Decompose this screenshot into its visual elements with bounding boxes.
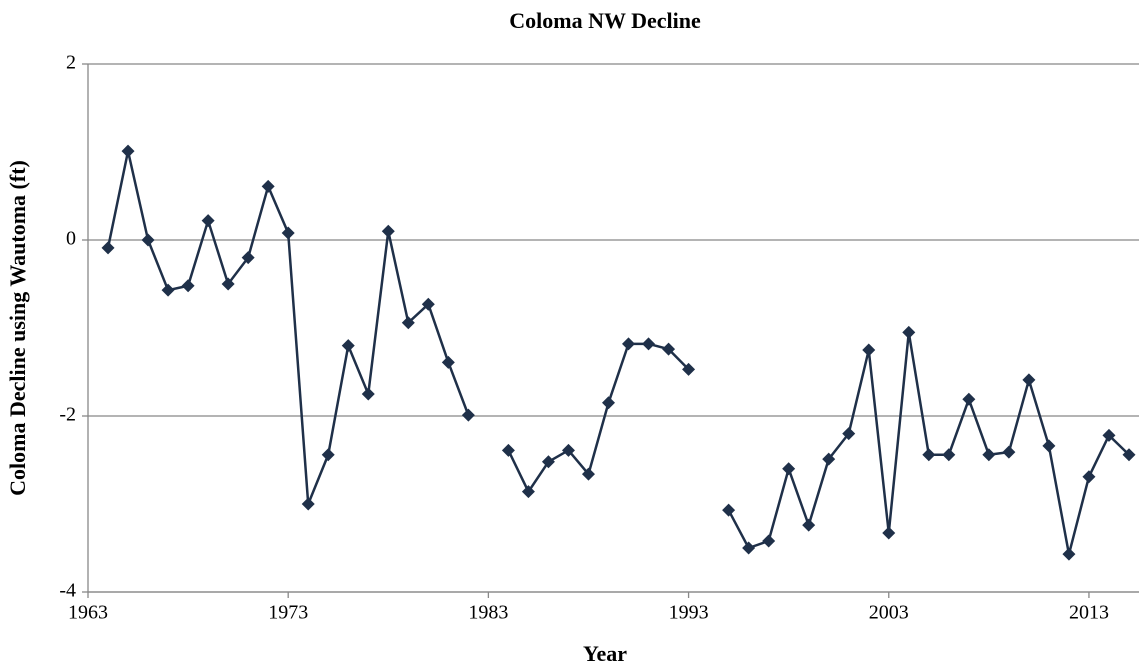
x-tick-label: 1993 — [669, 602, 709, 624]
marker — [762, 534, 776, 548]
x-tick-label: 1963 — [68, 602, 108, 624]
marker — [341, 339, 355, 353]
marker — [722, 503, 736, 517]
marker — [942, 448, 956, 462]
marker — [802, 518, 816, 532]
marker — [682, 362, 696, 376]
marker — [521, 485, 535, 499]
y-tick-label: -4 — [59, 580, 76, 602]
x-tick-label: 1983 — [468, 602, 508, 624]
marker — [141, 233, 155, 247]
marker — [1002, 445, 1016, 459]
marker — [421, 297, 435, 311]
marker — [1062, 547, 1076, 561]
marker — [461, 408, 475, 422]
x-tick-label: 1973 — [268, 602, 308, 624]
y-tick-label: 2 — [66, 52, 76, 74]
marker — [922, 448, 936, 462]
marker — [1082, 470, 1096, 484]
marker — [782, 462, 796, 476]
marker — [882, 526, 896, 540]
chart-title: Coloma NW Decline — [509, 8, 701, 33]
marker — [982, 448, 996, 462]
marker — [742, 541, 756, 555]
marker — [401, 316, 415, 330]
marker — [121, 144, 135, 158]
marker — [301, 497, 315, 511]
marker — [201, 214, 215, 228]
marker — [541, 455, 555, 469]
y-axis-label: Coloma Decline using Wautoma (ft) — [5, 160, 30, 496]
marker — [321, 448, 335, 462]
x-tick-label: 2013 — [1069, 602, 1109, 624]
marker — [181, 279, 195, 293]
marker — [1122, 448, 1136, 462]
marker — [101, 241, 115, 255]
marker — [962, 392, 976, 406]
marker — [501, 443, 515, 457]
y-tick-label: -2 — [59, 404, 76, 426]
marker — [642, 337, 656, 351]
y-tick-label: 0 — [66, 228, 76, 250]
marker — [622, 337, 636, 351]
marker — [261, 179, 275, 193]
marker — [1022, 373, 1036, 387]
marker — [161, 283, 175, 297]
marker — [862, 343, 876, 357]
marker — [822, 452, 836, 466]
marker — [581, 467, 595, 481]
x-tick-label: 2003 — [869, 602, 909, 624]
marker — [1042, 439, 1056, 453]
marker — [601, 396, 615, 410]
line — [106, 150, 1130, 555]
marker — [241, 251, 255, 265]
marker — [221, 277, 235, 291]
x-axis-label: Year — [583, 641, 627, 666]
marker — [1102, 428, 1116, 442]
marker — [381, 224, 395, 238]
marker — [662, 342, 676, 356]
marker — [902, 325, 916, 339]
marker — [842, 427, 856, 441]
marker — [281, 226, 295, 240]
marker — [441, 355, 455, 369]
marker — [561, 443, 575, 457]
marker — [361, 387, 375, 401]
